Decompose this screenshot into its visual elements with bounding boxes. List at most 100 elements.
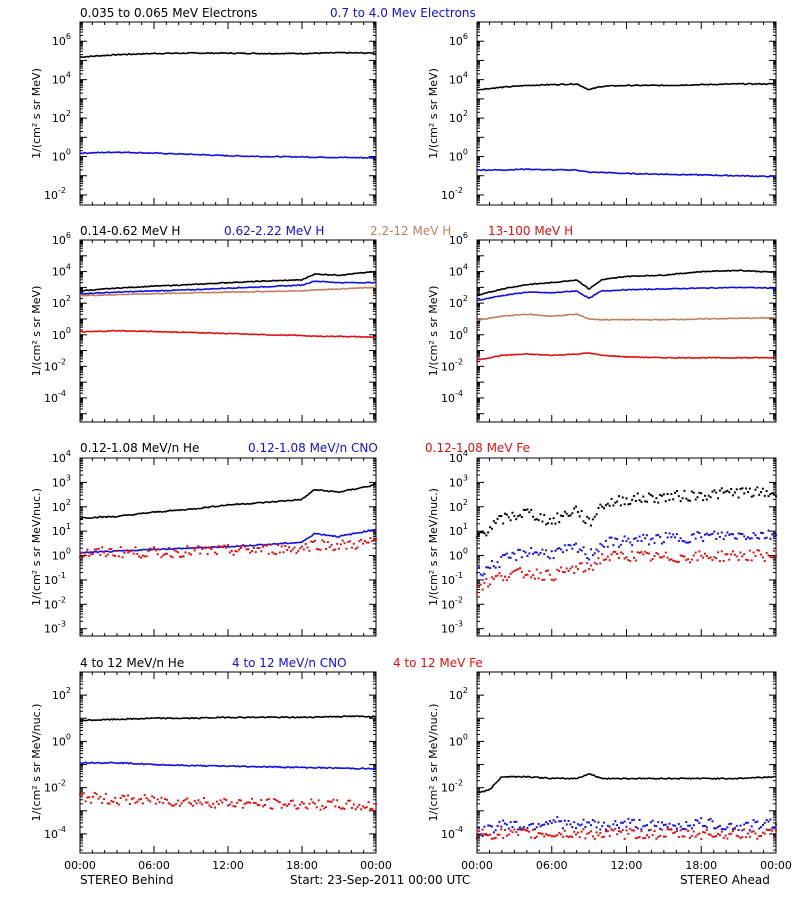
y-axis-label: 1/(cm² s sr MeV/nuc.): [30, 488, 43, 606]
series-dot-red: [524, 829, 527, 832]
series-dot-red: [571, 565, 574, 568]
x-tick-label: 12:00: [611, 859, 643, 872]
series-dot-red: [164, 553, 167, 556]
series-dot-red: [775, 829, 777, 832]
series-dot-red: [269, 543, 272, 546]
series-dot-red: [175, 550, 178, 553]
series-dot-blue: [606, 824, 609, 827]
series-dot-red: [651, 834, 654, 837]
series-dot-red: [262, 545, 265, 548]
series-dot-black: [619, 504, 622, 507]
legend-entry: 4 to 12 MeV/n He: [80, 656, 184, 670]
series-dot-black: [692, 491, 695, 494]
series-dot-red: [241, 806, 244, 809]
series-dot-red: [293, 804, 296, 807]
series-dot-red: [743, 553, 746, 556]
series-dot-blue: [756, 820, 759, 823]
series-dot-red: [299, 547, 302, 550]
series-dot-blue: [642, 825, 645, 828]
series-dot-red: [175, 802, 178, 805]
series-dot-black: [640, 500, 643, 503]
series-dot-blue: [664, 531, 667, 534]
series-dot-red: [763, 559, 766, 562]
panel-frame: [476, 457, 777, 637]
series-dot-red: [724, 834, 727, 837]
series-dot-red: [601, 553, 604, 556]
series-dot-red: [295, 807, 298, 810]
series-dot-black: [653, 500, 656, 503]
series-dot-black: [545, 523, 548, 526]
series-dot-red: [664, 551, 667, 554]
series-dot-red: [336, 542, 339, 545]
series-dot-red: [569, 567, 572, 570]
series-dot-red: [640, 551, 643, 554]
series-dot-red: [666, 556, 669, 559]
series-dot-red: [264, 804, 266, 807]
series-dot-black: [722, 491, 725, 494]
series-dot-blue: [517, 548, 520, 551]
series-dot-blue: [644, 824, 647, 827]
y-tick-label: 10-4: [44, 389, 66, 405]
series-dot-blue: [477, 827, 480, 830]
series-dot-red: [267, 552, 270, 555]
series-dot-red: [199, 801, 202, 804]
series-dot-red: [312, 801, 315, 804]
series-dot-red: [621, 829, 624, 832]
series-dot-blue: [507, 827, 510, 830]
panel-ahead-row-1: 10-4 10-2 100 102 104 106 1/(cm² s sr MeV): [427, 231, 777, 423]
series-dot-blue: [651, 819, 654, 822]
series-dot-black: [752, 494, 755, 497]
series-dot-blue: [485, 833, 488, 836]
series-dot-red: [599, 831, 602, 834]
series-dot-red: [520, 570, 523, 573]
series-dot-red: [295, 552, 298, 555]
series-dot-blue: [681, 540, 684, 543]
series-dot-red: [288, 803, 291, 806]
series-dot-black: [591, 518, 594, 521]
series-dot-red: [689, 836, 692, 839]
series-dot-red: [249, 801, 252, 804]
series-dot-black: [690, 490, 693, 493]
series-dot-blue: [619, 821, 622, 824]
series-dot-red: [746, 559, 749, 562]
series-dot-blue: [528, 552, 531, 555]
series-dot-blue: [767, 820, 770, 823]
series-dot-blue: [571, 547, 574, 550]
series-dot-red: [556, 834, 559, 837]
series-dot-blue: [631, 819, 634, 822]
series-dot-red: [604, 830, 607, 833]
series-dot-blue: [608, 825, 611, 828]
series-dot-red: [301, 545, 303, 548]
series-dot-red: [219, 545, 222, 548]
series-dot-red: [737, 559, 740, 562]
series-dot-red: [732, 830, 735, 833]
series-dot-red: [524, 574, 527, 577]
y-tick-label: 104: [52, 71, 71, 87]
series-dot-red: [642, 837, 645, 840]
series-dot-red: [369, 537, 372, 540]
series-dot-blue: [552, 556, 555, 559]
series-dot-black: [638, 499, 641, 502]
series-dot-black: [668, 498, 671, 501]
series-dot-red: [195, 802, 198, 805]
series-dot-red: [683, 555, 686, 558]
series-dot-red: [746, 832, 749, 835]
series-dot-blue: [616, 538, 619, 541]
series-dot-red: [567, 569, 570, 572]
series-dot-red: [692, 830, 695, 833]
series-dot-red: [554, 578, 557, 581]
series-dot-red: [234, 550, 237, 553]
series-dot-black: [629, 502, 632, 505]
y-tick-label: 100: [52, 732, 71, 748]
series-dot-red: [284, 803, 287, 806]
series-dot-red: [623, 837, 626, 840]
series-dot-blue: [718, 535, 721, 538]
series-dot-blue: [597, 821, 600, 824]
series-dot-red: [217, 544, 220, 547]
series-dot-red: [153, 796, 155, 799]
series-dot-red: [541, 832, 544, 835]
series-dot-red: [709, 833, 712, 836]
series-dot-blue: [618, 826, 621, 829]
series-dot-blue: [597, 550, 600, 553]
series-dot-black: [739, 487, 742, 490]
